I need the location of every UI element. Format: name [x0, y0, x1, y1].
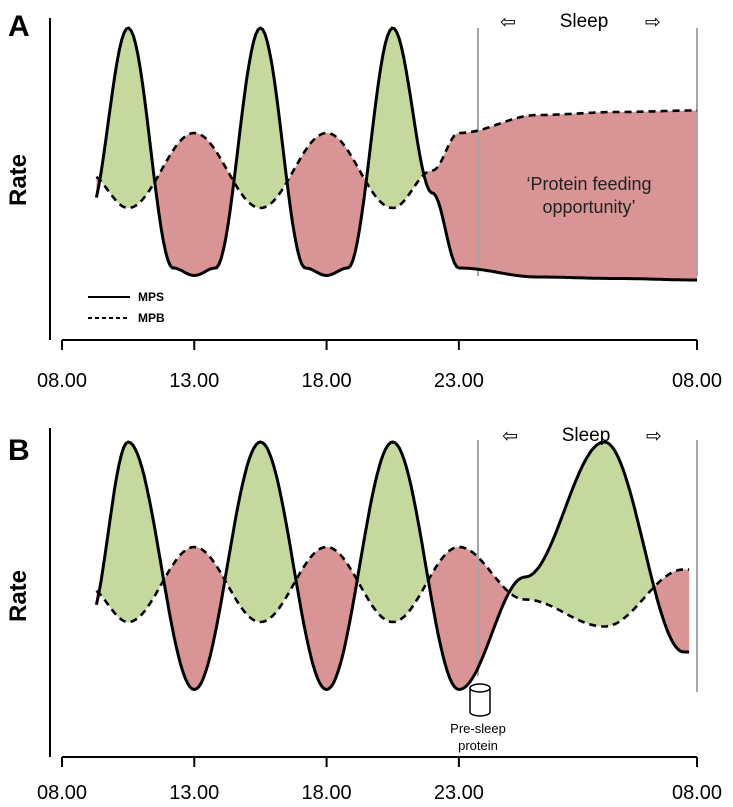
panel-a-ylabel: Rate [5, 154, 32, 206]
x-tick-label: 13.00 [169, 370, 219, 392]
panel-a-mps-line [94, 26, 697, 282]
x-tick-label: 18.00 [302, 370, 352, 392]
x-tick-label: 08.00 [37, 782, 87, 804]
panel-a-sleep-label: Sleep [560, 11, 609, 32]
protein-shake-icon [469, 683, 491, 717]
panel-b: B Rate 08.00 13.00 18.00 23.00 08.00 ⇦ Sleep… [5, 425, 722, 804]
panel-b-ylabel: Rate [5, 570, 32, 622]
panel-a: A Rate 08.00 13.00 18.00 23.00 08.00 ⇦ Sleep… [5, 10, 722, 392]
x-tick-label: 08.00 [672, 782, 722, 804]
panel-a-arrow-right-icon: ⇨ [645, 12, 661, 33]
panel-a-annotation-line2: opportunity’ [542, 197, 635, 217]
x-tick-label: 23.00 [434, 370, 484, 392]
panel-b-annotation-line1: Pre-sleep [450, 721, 506, 736]
panel-a-green-area [96, 28, 697, 208]
panel-b-letter: B [8, 434, 30, 467]
x-tick-label: 08.00 [37, 370, 87, 392]
panel-a-letter: A [8, 10, 30, 43]
legend-mps-label: MPS [138, 290, 164, 304]
x-tick-label: 18.00 [302, 782, 352, 804]
x-tick-label: 13.00 [169, 782, 219, 804]
panel-a-annotation-line1: ‘Protein feeding [526, 174, 651, 194]
x-tick-label: 23.00 [434, 782, 484, 804]
panel-b-mps-line [94, 440, 690, 692]
panel-b-sleep-label: Sleep [562, 425, 611, 446]
panel-a-arrow-left-icon: ⇦ [500, 12, 516, 33]
x-tick-label: 08.00 [672, 370, 722, 392]
panel-b-mpb-line [95, 545, 690, 628]
legend-mpb-label: MPB [138, 311, 165, 325]
panel-b-arrow-right-icon: ⇨ [646, 426, 662, 447]
panel-a-legend: MPS MPB [88, 290, 165, 325]
panel-b-green-area [96, 442, 690, 627]
panel-a-red-area [96, 110, 697, 280]
panel-b-red-area [96, 547, 690, 690]
panel-b-annotation-line2: protein [458, 738, 498, 753]
panel-b-arrow-left-icon: ⇦ [502, 426, 518, 447]
